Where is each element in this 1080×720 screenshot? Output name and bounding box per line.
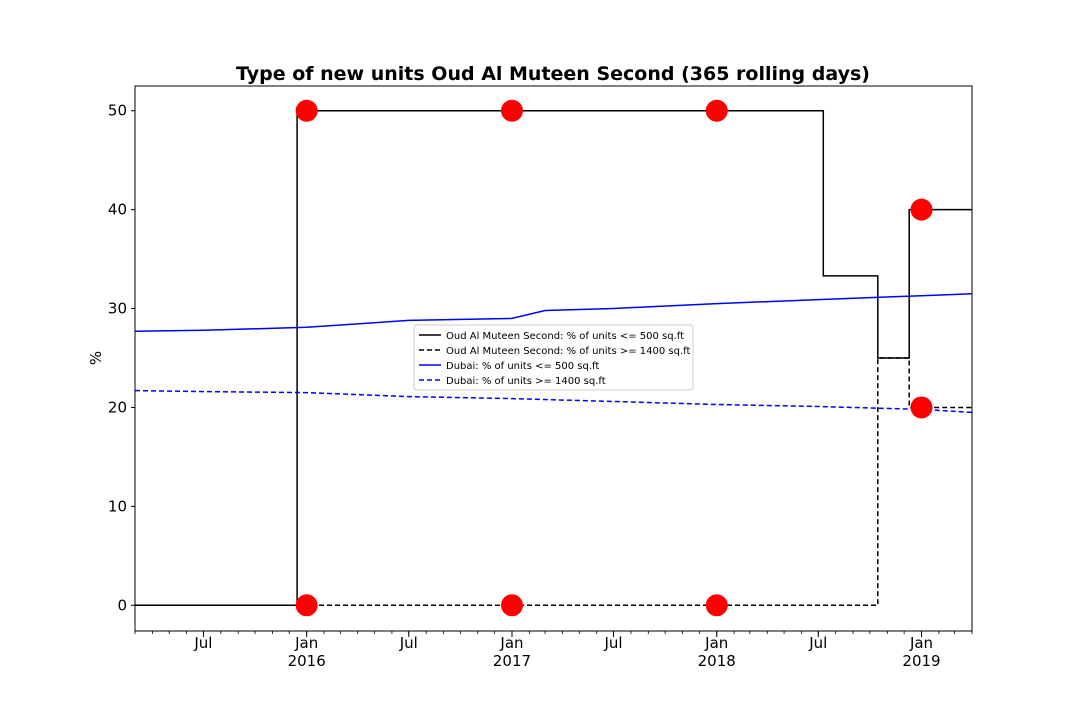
legend: Oud Al Muteen Second: % of units <= 500 …	[413, 324, 694, 391]
y-tick-label: 50	[108, 102, 127, 120]
y-axis-label: %	[87, 351, 105, 365]
y-tick-label: 40	[108, 201, 127, 219]
data-point-marker	[910, 396, 933, 419]
x-tick-label: Jul	[193, 634, 212, 652]
x-tick-year-label: 2018	[698, 652, 736, 670]
x-tick-year-label: 2019	[902, 652, 940, 670]
series-line-4	[134, 389, 973, 414]
x-tick-label: Jul	[603, 634, 622, 652]
x-tick-label: Jul	[808, 634, 827, 652]
y-tick-label: 0	[117, 596, 127, 614]
x-tick-label: Jan	[499, 634, 523, 652]
series-line-3	[134, 292, 973, 333]
data-point-marker	[295, 99, 318, 122]
data-point-marker	[500, 594, 523, 617]
plot-frame	[134, 85, 973, 632]
chart-title: Type of new units Oud Al Muteen Second (…	[236, 63, 870, 85]
data-point-marker	[910, 198, 933, 221]
legend-entry: Dubai: % of units <= 500 sq.ft	[446, 361, 599, 372]
data-point-marker	[500, 99, 523, 122]
data-point-marker	[295, 594, 318, 617]
x-tick-year-label: 2017	[493, 652, 531, 670]
legend-entry: Dubai: % of units >= 1400 sq.ft	[446, 376, 606, 387]
data-point-marker	[705, 594, 728, 617]
legend-box	[413, 324, 694, 391]
series-line-1	[135, 109, 972, 607]
x-tick-label: Jan	[909, 634, 933, 652]
x-tick-year-label: 2016	[288, 652, 326, 670]
x-tick-label: Jan	[294, 634, 318, 652]
legend-entry: Oud Al Muteen Second: % of units >= 1400…	[446, 346, 690, 357]
x-tick-label: Jul	[399, 634, 418, 652]
x-tick-label: Jan	[704, 634, 728, 652]
legend-entry: Oud Al Muteen Second: % of units <= 500 …	[446, 331, 684, 342]
data-point-marker	[705, 99, 728, 122]
y-tick-label: 10	[108, 497, 127, 515]
series-line-2	[135, 357, 972, 607]
y-tick-label: 30	[108, 300, 127, 318]
y-tick-label: 20	[108, 398, 127, 416]
